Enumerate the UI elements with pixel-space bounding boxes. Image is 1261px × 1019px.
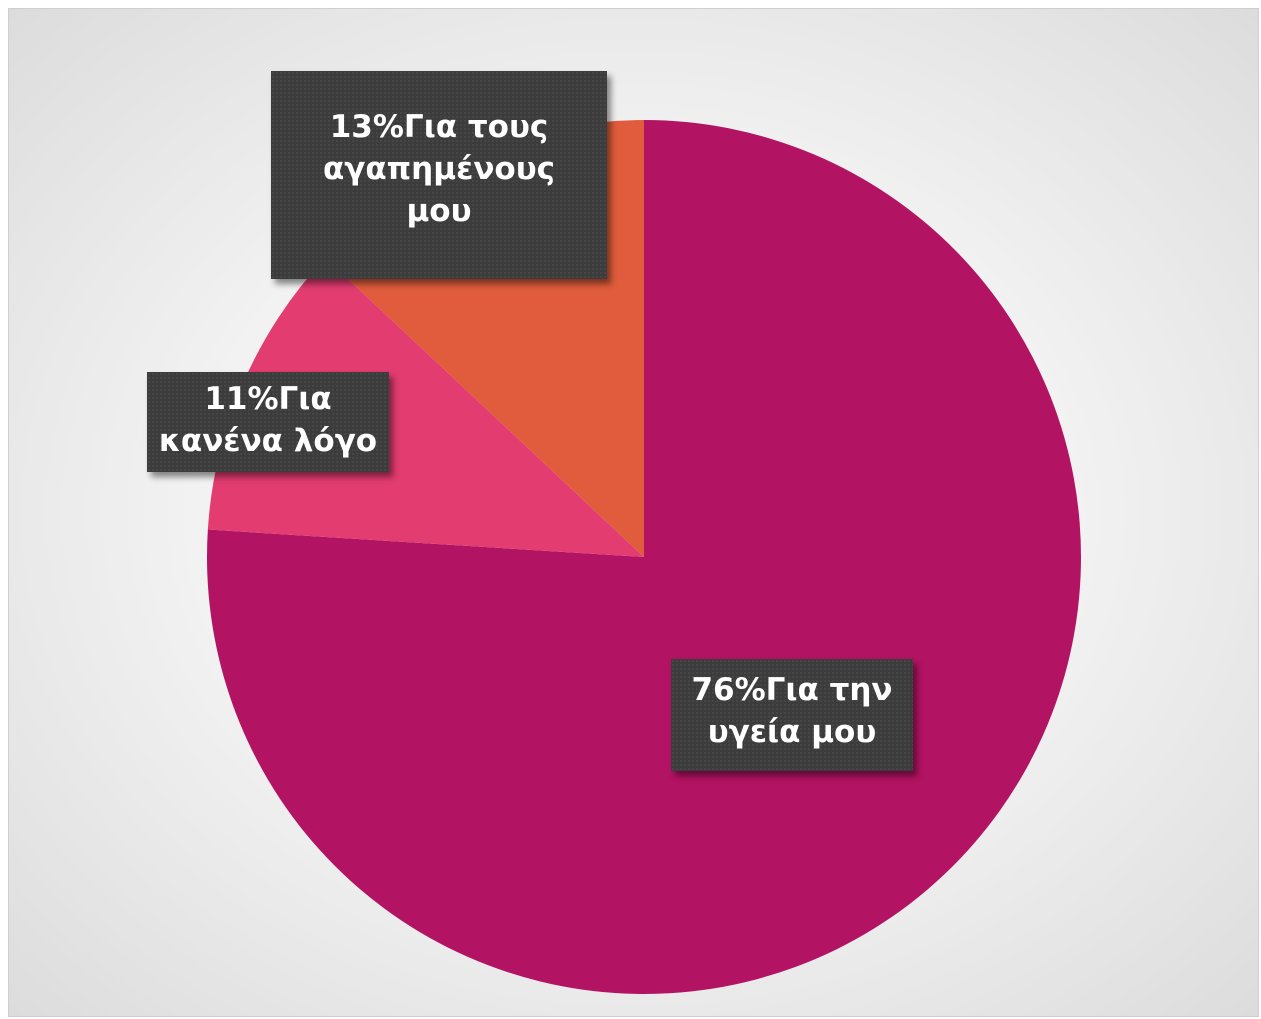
data-label-no-reason-line-2: κανένα λόγο — [158, 422, 378, 459]
data-label-no-reason: 11%Για κανένα λόγο — [147, 372, 389, 472]
data-label-loved-ones-line-3: μου — [406, 192, 472, 229]
pie-slice-no-reason — [207, 257, 645, 557]
data-label-loved-ones-line-1: 13%Για τους — [329, 109, 549, 145]
pie-chart — [206, 120, 1081, 995]
data-label-health: 76%Για την υγεία μου — [671, 659, 913, 771]
data-label-health-line-2: υγεία μου — [707, 713, 877, 750]
data-label-loved-ones-line-2: αγαπημένους — [322, 150, 556, 187]
pie-slice-health — [206, 120, 1081, 995]
data-label-health-line-1: 76%Για την — [691, 672, 893, 708]
data-label-no-reason-line-1: 11%Για — [204, 381, 332, 417]
data-label-loved-ones: 13%Για τους αγαπημένους μου — [271, 71, 607, 279]
chart-area: 76%Για την υγεία μου 11%Για κανένα λόγο … — [8, 8, 1259, 1017]
